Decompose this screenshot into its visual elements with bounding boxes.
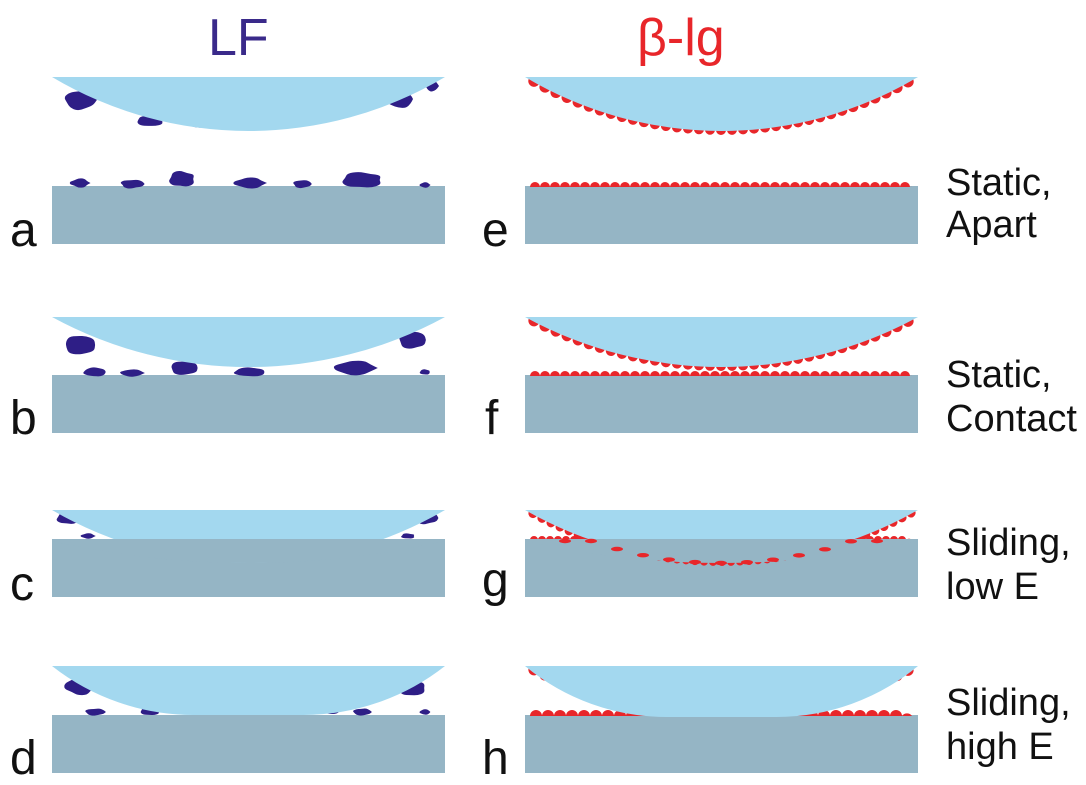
panel-letter-f: f — [485, 392, 499, 445]
deformed-contact-c — [52, 539, 445, 564]
column-title-beta-lg: β-lg — [637, 9, 725, 67]
row-label-static-contact-line2: Contact — [946, 398, 1077, 440]
lf-protein-b — [333, 360, 378, 376]
panel-letter-e: e — [482, 204, 509, 257]
lf-protein-c — [401, 533, 415, 539]
substrate-b — [52, 375, 445, 433]
blg-fragment-g — [767, 557, 779, 562]
lf-protein-substrate-a — [419, 182, 431, 188]
row-label-sliding-low-line1: Sliding, — [946, 522, 1071, 564]
lf-protein-b — [171, 361, 198, 375]
row-label-static-apart-line1: Static, — [946, 162, 1052, 204]
lf-protein-b — [83, 367, 106, 377]
deformed-contact-g — [525, 539, 918, 564]
blg-layer-substrate-e — [530, 182, 912, 187]
blg-fragment-g — [689, 559, 701, 565]
lf-protein-b — [120, 369, 145, 377]
lens-e — [525, 77, 918, 131]
substrate-e — [525, 186, 918, 244]
blg-fragment-g — [663, 557, 675, 562]
lf-protein-d — [353, 708, 372, 716]
lf-protein-b — [419, 369, 430, 375]
lens-h — [525, 666, 918, 717]
lf-protein-b — [65, 335, 96, 355]
blg-fragment-g — [611, 546, 623, 552]
blg-fragment-g — [741, 559, 753, 565]
row-label-static-apart-line2: Apart — [946, 204, 1037, 246]
lf-protein-substrate-a — [293, 180, 312, 189]
panel-letter-b: b — [10, 392, 37, 445]
panel-letter-c: c — [10, 558, 34, 611]
panel-letter-a: a — [10, 204, 37, 257]
blg-fragment-g — [819, 547, 831, 552]
lf-protein-b — [399, 331, 426, 349]
lf-protein-c — [80, 533, 96, 539]
blg-layer-lens-f — [528, 318, 914, 371]
blg-layer-lens-e — [528, 78, 914, 135]
lf-protein-d — [419, 709, 431, 715]
panel-letter-h: h — [482, 732, 509, 785]
row-label-static-contact-line1: Static, — [946, 354, 1052, 396]
lens-d — [52, 666, 445, 715]
panel-letter-d: d — [10, 732, 37, 785]
substrate-a — [52, 186, 445, 244]
row-label-sliding-high-line2: high E — [946, 726, 1054, 768]
lens-f — [525, 317, 918, 367]
lens-b — [52, 317, 445, 367]
lf-protein-substrate-a — [342, 172, 381, 188]
blg-fragment-g — [585, 538, 597, 544]
row-label-sliding-low-line2: low E — [946, 566, 1039, 608]
lens-a — [52, 77, 445, 131]
panel-letter-g: g — [482, 554, 509, 607]
substrate-d — [52, 715, 445, 773]
lf-protein-substrate-a — [233, 177, 267, 189]
lf-protein-d — [85, 708, 106, 716]
row-label-sliding-high-line1: Sliding, — [946, 682, 1071, 724]
lf-protein-substrate-a — [169, 171, 194, 187]
blg-fragment-g — [845, 539, 857, 544]
lf-protein-substrate-a — [120, 179, 145, 189]
substrate-h — [525, 715, 918, 773]
blg-fragment-g — [871, 538, 883, 544]
blg-fragment-g — [637, 552, 649, 558]
blg-fragment-g — [793, 553, 805, 558]
blg-layer-substrate-f — [530, 371, 912, 376]
column-title-lf: LF — [208, 9, 269, 67]
lf-protein-substrate-a — [69, 178, 91, 188]
substrate-f — [525, 375, 918, 433]
lf-protein-b — [233, 367, 265, 377]
blg-fragment-g — [715, 560, 727, 566]
blg-fragment-g — [559, 538, 571, 544]
